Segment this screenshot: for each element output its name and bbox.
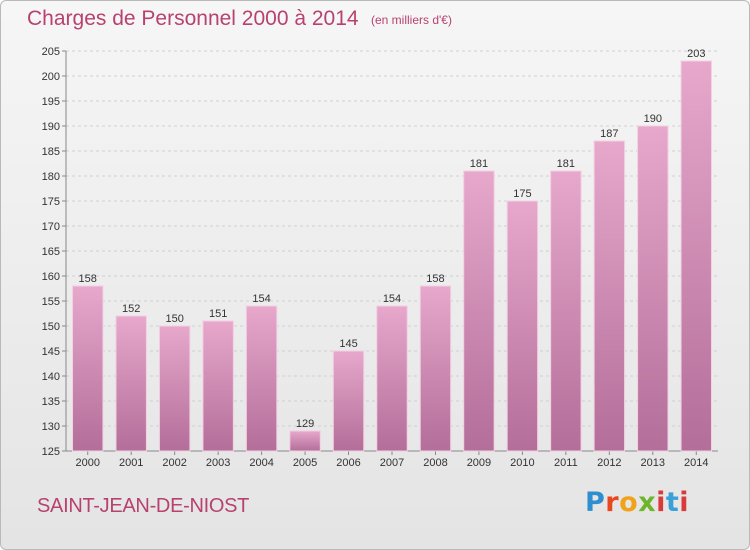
bar-2014 <box>680 60 712 452</box>
x-tick-label: 2014 <box>684 457 708 469</box>
x-tick-label: 2005 <box>293 457 317 469</box>
bar-2011 <box>550 170 582 452</box>
y-tick-label: 195 <box>42 96 60 108</box>
x-tick-label: 2009 <box>467 457 491 469</box>
y-tick-label: 140 <box>42 371 60 383</box>
y-tick-label: 155 <box>42 296 60 308</box>
data-label: 203 <box>687 48 705 60</box>
bar-2003 <box>202 320 234 452</box>
bar-2001 <box>115 315 147 452</box>
data-label: 150 <box>165 313 183 325</box>
x-tick-label: 2012 <box>597 457 621 469</box>
data-label: 154 <box>252 293 270 305</box>
y-tick-label: 145 <box>42 346 60 358</box>
y-tick-label: 185 <box>42 146 60 158</box>
data-label: 151 <box>209 308 227 320</box>
y-tick-label: 150 <box>42 321 60 333</box>
data-label: 181 <box>557 158 575 170</box>
bar-2010 <box>506 200 539 452</box>
commune-name: SAINT-JEAN-DE-NIOST <box>37 495 250 517</box>
y-tick-label: 170 <box>42 221 60 233</box>
y-tick-label: 125 <box>42 446 60 458</box>
y-tick-label: 160 <box>42 271 60 283</box>
bar-2013 <box>637 125 669 452</box>
data-label: 145 <box>339 338 357 350</box>
y-tick-label: 135 <box>42 396 60 408</box>
chart-title: Charges de Personnel 2000 à 2014 <box>27 7 359 30</box>
x-tick-label: 2013 <box>641 457 665 469</box>
y-tick-label: 200 <box>42 71 60 83</box>
data-label: 181 <box>470 158 488 170</box>
data-label: 158 <box>79 273 97 285</box>
y-tick-label: 190 <box>42 121 60 133</box>
bars <box>72 60 712 452</box>
data-label: 190 <box>644 113 662 125</box>
data-label: 158 <box>426 273 444 285</box>
data-label: 152 <box>122 303 140 315</box>
x-tick-label: 2001 <box>119 457 143 469</box>
bar-2012 <box>593 140 626 452</box>
bar-2005 <box>289 430 321 452</box>
x-tick-label: 2008 <box>423 457 447 469</box>
bar-2007 <box>376 305 408 452</box>
x-tick-label: 2003 <box>206 457 230 469</box>
bar-2006 <box>332 350 365 452</box>
x-tick-label: 2007 <box>380 457 404 469</box>
y-tick-label: 130 <box>42 421 60 433</box>
y-tick-label: 165 <box>42 246 60 258</box>
x-tick-label: 2000 <box>75 457 99 469</box>
y-tick-label: 180 <box>42 171 60 183</box>
x-tick-label: 2011 <box>554 457 578 469</box>
x-tick-label: 2002 <box>162 457 186 469</box>
bar-2000 <box>72 285 104 452</box>
data-label: 154 <box>383 293 401 305</box>
chart-subtitle: (en milliers d'€) <box>371 13 452 27</box>
bar-2004 <box>245 305 278 452</box>
proxiti-logo[interactable]: Proxiti <box>585 487 690 518</box>
x-tick-label: 2004 <box>249 457 273 469</box>
x-tick-label: 2010 <box>510 457 534 469</box>
bar-2008 <box>419 285 452 452</box>
x-tick-label: 2006 <box>336 457 360 469</box>
y-tick-label: 175 <box>42 196 60 208</box>
bar-2002 <box>158 325 191 452</box>
labels: 125 130 135 140 145 150 155 160 165 170 175 180 185 1… <box>42 46 709 469</box>
data-label: 129 <box>296 418 314 430</box>
bar-2009 <box>463 170 495 452</box>
data-label: 175 <box>513 188 531 200</box>
data-label: 187 <box>600 128 618 140</box>
y-tick-label: 205 <box>42 46 60 58</box>
